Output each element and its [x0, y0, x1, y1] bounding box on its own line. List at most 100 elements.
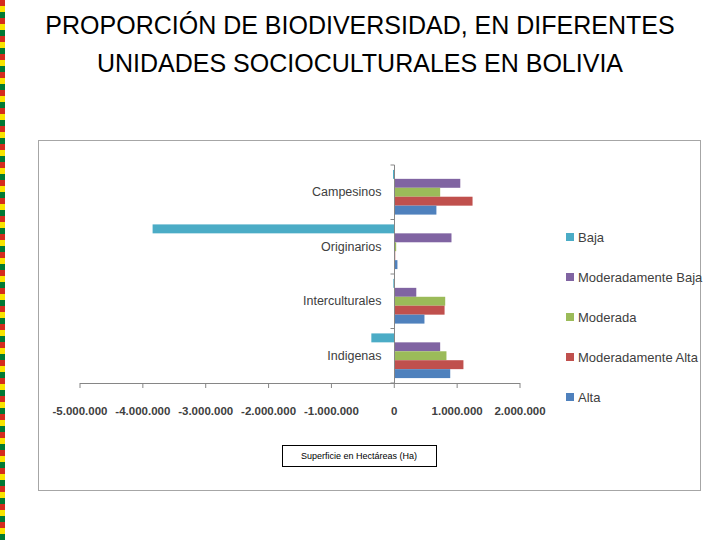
bar	[394, 297, 445, 306]
legend: BajaModeradamente BajaModeradaModeradame…	[566, 230, 703, 405]
decor-stripe	[0, 486, 5, 492]
decor-stripe	[0, 66, 5, 72]
decor-stripe	[0, 180, 5, 186]
decor-stripe	[0, 210, 5, 216]
x-tick	[142, 383, 143, 388]
bar	[394, 188, 440, 197]
decor-stripe	[0, 378, 5, 384]
decor-stripe	[0, 456, 5, 462]
chart-frame	[39, 141, 701, 491]
decor-stripe	[0, 516, 5, 522]
decor-stripe	[0, 246, 5, 252]
decor-stripe	[0, 138, 5, 144]
legend-swatch	[566, 393, 574, 401]
decor-stripe	[0, 234, 5, 240]
decor-stripe	[0, 30, 5, 36]
bar	[394, 315, 424, 324]
bar	[394, 351, 446, 360]
legend-swatch	[566, 353, 574, 361]
decor-stripe	[0, 264, 5, 270]
decor-stripe	[0, 36, 5, 42]
decor-stripe	[0, 252, 5, 258]
decor-stripe	[0, 126, 5, 132]
decor-stripe	[0, 48, 5, 54]
decor-stripe	[0, 120, 5, 126]
decor-stripe	[0, 474, 5, 480]
category-label: Campesinos	[312, 185, 381, 199]
x-tick	[457, 383, 458, 388]
decor-stripe	[0, 528, 5, 534]
decor-stripe	[0, 450, 5, 456]
decor-stripe	[0, 162, 5, 168]
y-tick	[391, 383, 395, 384]
decor-stripe	[0, 330, 5, 336]
x-tick	[331, 383, 332, 388]
x-tick-label: -5.000.000	[53, 405, 108, 417]
decor-stripe	[0, 228, 5, 234]
decor-stripe	[0, 132, 5, 138]
decor-stripe	[0, 324, 5, 330]
y-tick	[391, 219, 395, 220]
decor-stripe	[0, 534, 5, 540]
decor-stripe	[0, 84, 5, 90]
title: PROPORCIÓN DE BIODIVERSIDAD, EN DIFERENT…	[10, 6, 710, 82]
decor-stripe	[0, 114, 5, 120]
legend-label: Baja	[578, 230, 605, 245]
decor-stripe	[0, 294, 5, 300]
x-tick-label: -4.000.000	[115, 405, 170, 417]
x-tick	[205, 383, 206, 388]
decor-stripe	[0, 12, 5, 18]
decor-stripe	[0, 390, 5, 396]
x-tick-label: 2.000.000	[494, 405, 545, 417]
legend-swatch	[566, 313, 574, 321]
x-tick	[268, 383, 269, 388]
decor-stripe	[0, 60, 5, 66]
decor-stripe	[0, 204, 5, 210]
decor-stripe	[0, 258, 5, 264]
legend-label: Alta	[578, 390, 601, 405]
decor-stripe	[0, 0, 5, 6]
decor-stripe	[0, 24, 5, 30]
decor-stripe	[0, 504, 5, 510]
decor-stripe	[0, 18, 5, 24]
decor-stripe	[0, 360, 5, 366]
y-tick	[391, 328, 395, 329]
decor-stripe	[0, 54, 5, 60]
decor-stripe	[0, 432, 5, 438]
x-tick-label: -2.000.000	[241, 405, 296, 417]
decor-stripe	[0, 402, 5, 408]
decor-stripe	[0, 186, 5, 192]
y-tick	[391, 274, 395, 275]
bar	[394, 233, 451, 242]
category-label: Originarios	[321, 240, 381, 254]
decor-stripe	[0, 510, 5, 516]
legend-swatch	[566, 273, 574, 281]
bar	[394, 369, 450, 378]
decor-stripe	[0, 108, 5, 114]
decor-stripe	[0, 384, 5, 390]
decor-stripe	[0, 156, 5, 162]
decor-stripe	[0, 78, 5, 84]
decor-stripe	[0, 144, 5, 150]
decor-stripe	[0, 270, 5, 276]
decor-stripe	[0, 396, 5, 402]
decor-stripe	[0, 372, 5, 378]
bar	[394, 179, 460, 188]
decor-stripe	[0, 342, 5, 348]
decor-stripe	[0, 192, 5, 198]
decor-stripe	[0, 348, 5, 354]
decor-stripe	[0, 198, 5, 204]
bar	[394, 197, 472, 206]
legend-label: Moderada	[578, 310, 637, 325]
decor-stripe	[0, 492, 5, 498]
x-axis	[80, 383, 520, 384]
decor-stripe	[0, 318, 5, 324]
decor-stripe	[0, 174, 5, 180]
decor-stripe	[0, 168, 5, 174]
decor-stripe	[0, 354, 5, 360]
decor-stripe	[0, 102, 5, 108]
legend-label: Moderadamente Baja	[578, 270, 703, 285]
x-tick-label: 0	[391, 405, 397, 417]
decor-stripe	[0, 426, 5, 432]
x-tick	[520, 383, 521, 388]
